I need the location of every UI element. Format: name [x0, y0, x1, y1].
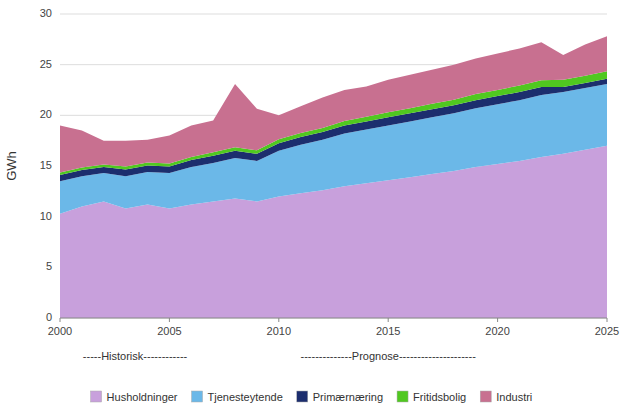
- x-tick-label: 2005: [157, 325, 181, 337]
- legend-swatch: [480, 391, 491, 402]
- legend-label: Tjenesteytende: [208, 391, 283, 403]
- legend-swatch: [91, 391, 102, 402]
- legend-label: Husholdninger: [107, 391, 178, 403]
- y-tick-label: 30: [40, 7, 52, 19]
- annotation: --------------Prognose------------------…: [301, 350, 477, 362]
- x-tick: [388, 318, 389, 322]
- x-tick-label: 2015: [376, 325, 400, 337]
- y-tick-label: 20: [40, 108, 52, 120]
- areas: [60, 36, 607, 318]
- x-axis: [60, 318, 607, 319]
- area-series: [60, 36, 607, 172]
- chart: 051015202530200020052010201520202025GWh-…: [0, 0, 623, 415]
- legend-swatch: [192, 391, 203, 402]
- grid-line: [60, 14, 607, 15]
- legend-item: Industri: [480, 391, 532, 403]
- x-tick: [607, 318, 608, 322]
- y-tick-label: 25: [40, 58, 52, 70]
- legend-item: Husholdninger: [91, 391, 178, 403]
- annotation: -----Historisk------------: [83, 350, 191, 362]
- x-tick-label: 2025: [595, 325, 619, 337]
- legend-item: Tjenesteytende: [192, 391, 283, 403]
- legend-swatch: [297, 391, 308, 402]
- legend-item: Primærnæring: [297, 391, 383, 403]
- x-tick: [60, 318, 61, 322]
- legend-item: Fritidsbolig: [397, 391, 466, 403]
- legend-label: Fritidsbolig: [413, 391, 466, 403]
- y-tick-label: 0: [46, 311, 52, 323]
- grid: [60, 14, 607, 318]
- y-tick-label: 10: [40, 210, 52, 222]
- legend-label: Primærnæring: [313, 391, 383, 403]
- x-tick: [497, 318, 498, 322]
- legend-label: Industri: [496, 391, 532, 403]
- y-tick-label: 15: [40, 159, 52, 171]
- y-tick-label: 5: [46, 260, 52, 272]
- grid-line: [60, 318, 607, 319]
- x-tick-label: 2000: [48, 325, 72, 337]
- legend-swatch: [397, 391, 408, 402]
- y-axis-label: GWh: [4, 151, 19, 181]
- x-tick-label: 2020: [485, 325, 509, 337]
- x-tick-label: 2010: [267, 325, 291, 337]
- x-tick: [278, 318, 279, 322]
- x-tick: [169, 318, 170, 322]
- legend: Husholdninger Tjenesteytende Primærnæring F…: [91, 391, 533, 403]
